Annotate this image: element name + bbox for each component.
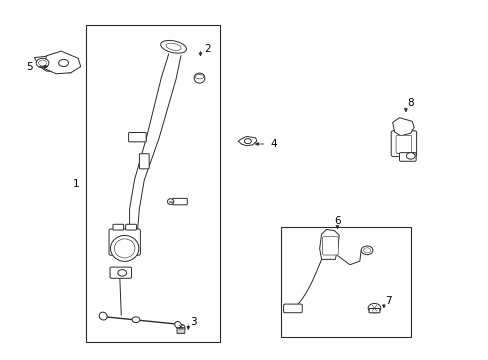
Circle shape [244,139,251,144]
Polygon shape [319,229,339,259]
Text: 4: 4 [270,139,277,149]
Polygon shape [44,51,81,74]
FancyBboxPatch shape [177,328,184,333]
Circle shape [59,59,68,67]
Ellipse shape [114,239,135,258]
FancyBboxPatch shape [110,267,131,278]
Bar [281,227,410,337]
Bar [85,25,220,342]
FancyBboxPatch shape [128,132,146,142]
FancyBboxPatch shape [283,304,302,313]
Text: 6: 6 [333,216,340,226]
Circle shape [132,317,140,323]
Circle shape [36,58,49,68]
Ellipse shape [110,235,139,261]
FancyBboxPatch shape [113,224,123,230]
Polygon shape [238,136,256,146]
Ellipse shape [167,199,174,204]
Text: 3: 3 [189,317,196,327]
FancyBboxPatch shape [368,309,379,313]
FancyBboxPatch shape [399,153,415,161]
FancyBboxPatch shape [109,229,140,255]
Circle shape [118,270,126,276]
Ellipse shape [177,324,184,330]
Ellipse shape [166,43,181,50]
Circle shape [363,248,370,253]
Ellipse shape [161,40,186,53]
Ellipse shape [194,73,204,83]
Text: 8: 8 [407,98,413,108]
Text: 7: 7 [385,296,391,306]
FancyBboxPatch shape [390,131,416,157]
Text: 1: 1 [72,179,79,189]
Ellipse shape [99,312,107,320]
Polygon shape [392,118,413,136]
Circle shape [406,153,414,159]
Ellipse shape [174,321,181,328]
FancyBboxPatch shape [172,198,187,205]
Polygon shape [34,56,70,73]
FancyBboxPatch shape [322,237,338,255]
Ellipse shape [195,75,203,79]
Text: 5: 5 [26,62,33,72]
FancyBboxPatch shape [139,154,149,169]
FancyBboxPatch shape [125,224,136,230]
Text: 2: 2 [204,44,211,54]
FancyBboxPatch shape [395,135,411,153]
Circle shape [361,246,372,255]
Circle shape [39,60,46,66]
Circle shape [367,303,380,313]
